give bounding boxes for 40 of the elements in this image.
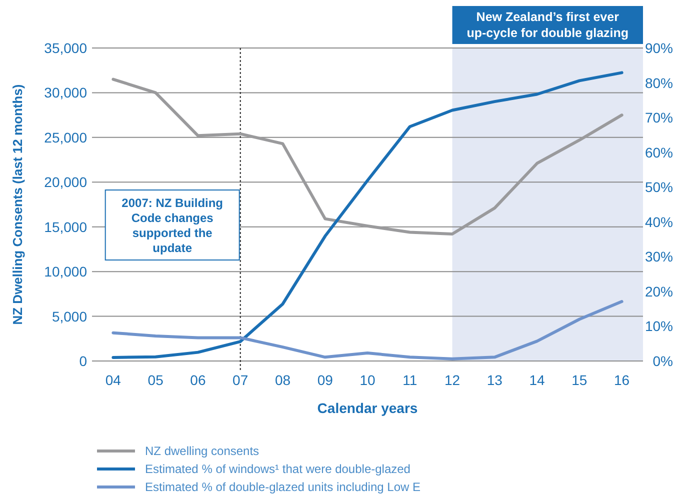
x-tick-label: 09 (317, 372, 334, 388)
y2-tick-label: 70% (644, 110, 673, 126)
x-tick-label: 10 (360, 372, 376, 388)
y-tick-label: 20,000 (44, 174, 88, 190)
y2-tick-label: 80% (644, 74, 673, 91)
x-axis-title: Calendar years (317, 400, 418, 416)
y-tick-label: 5,000 (52, 308, 88, 324)
y2-tick-label: 30% (644, 248, 673, 265)
x-tick-label: 14 (529, 372, 546, 388)
x-tick-label: 12 (444, 372, 460, 388)
y-tick-label: 25,000 (44, 129, 88, 146)
y-tick-label: 10,000 (44, 264, 88, 280)
y2-tick-label: 10% (644, 318, 673, 334)
y-tick-label: 35,000 (44, 40, 88, 56)
y-axis-title: NZ Dwelling Consents (last 12 months) (10, 84, 25, 325)
legend-label: Estimated % of double-glazed units including Low E (145, 480, 420, 494)
ref-line-label: 2007: NZ Building Code changes supported the update (122, 196, 224, 255)
line-series (112, 300, 624, 360)
x-tick-label: 15 (572, 372, 588, 388)
x-tick-label: 08 (274, 372, 291, 388)
x-tick-label: 13 (486, 372, 503, 388)
x-tick-label: 16 (614, 372, 630, 388)
y-tick-label: 0 (79, 353, 88, 369)
y2-tick-label: 40% (644, 214, 673, 230)
x-tick-label: 06 (190, 372, 206, 388)
x-tick-label: 05 (148, 372, 164, 388)
x-tick-label: 04 (105, 372, 122, 388)
y-tick-label: 15,000 (44, 218, 88, 235)
y2-tick-label: 90% (644, 40, 673, 56)
y2-tick-label: 20% (644, 283, 673, 300)
line-series (112, 71, 624, 360)
y2-tick-label: 60% (644, 144, 673, 160)
y2-tick-label: 50% (644, 179, 673, 196)
x-tick-label: 11 (402, 372, 418, 388)
legend-label: Estimated % of windows¹ that were double-glazed (145, 462, 410, 476)
x-tick-label: 07 (232, 372, 248, 388)
band-label: New Zealand’s first ever up-cycle for double glazing (466, 10, 629, 40)
y2-tick-label: 0% (652, 353, 673, 369)
y-tick-label: 30,000 (44, 84, 88, 101)
legend-label: NZ dwelling consents (145, 444, 260, 458)
